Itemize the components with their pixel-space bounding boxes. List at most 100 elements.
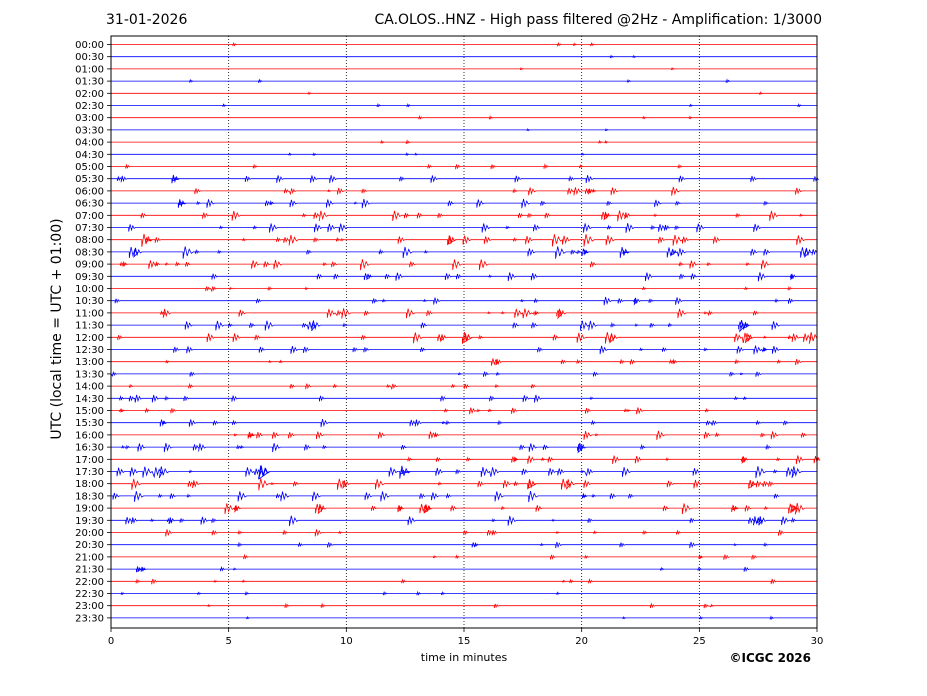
trace-0130: [111, 78, 817, 84]
y-tick-label-1100: 11:00: [75, 308, 104, 319]
trace-1230: [111, 345, 817, 355]
trace-0330: [111, 128, 817, 132]
trace-2100: [111, 553, 817, 561]
trace-1530: [111, 419, 817, 428]
trace-1730: [111, 465, 817, 480]
y-tick-label-0630: 06:30: [75, 199, 104, 210]
trace-0830: [111, 246, 818, 259]
trace-0100: [111, 66, 817, 71]
y-tick-label-1430: 14:30: [75, 394, 104, 405]
y-axis-label: UTC (local time = UTC + 01:00): [49, 218, 65, 440]
trace-0030: [111, 54, 817, 59]
trace-2030: [111, 541, 817, 549]
trace-0400: [111, 139, 817, 145]
y-tick-label-0730: 07:30: [75, 223, 104, 234]
trace-0700: [111, 210, 817, 222]
trace-0600: [111, 186, 817, 196]
trace-1030: [111, 296, 817, 306]
x-tick-label-30: 30: [811, 636, 824, 647]
x-tick-label-25: 25: [693, 636, 706, 647]
y-tick-label-1830: 18:30: [75, 491, 104, 502]
x-tick-label-5: 5: [225, 636, 231, 647]
y-tick-label-1230: 12:30: [75, 345, 104, 356]
y-tick-label-1330: 13:30: [75, 369, 104, 380]
trace-1300: [111, 358, 817, 366]
trace-0230: [111, 102, 817, 108]
header-date: 31-01-2026: [106, 12, 188, 28]
y-tick-label-2100: 21:00: [75, 552, 104, 563]
y-tick-label-1700: 17:00: [75, 455, 104, 466]
copyright-notice: ©ICGC 2026: [729, 651, 811, 665]
y-tick-label-0930: 09:30: [75, 272, 104, 283]
x-tick-label-15: 15: [458, 636, 471, 647]
trace-1900: [111, 503, 817, 515]
y-tick-label-0600: 06:00: [75, 186, 104, 197]
y-tick-label-0530: 05:30: [75, 174, 104, 185]
trace-1600: [111, 430, 817, 440]
x-axis-label: time in minutes: [420, 651, 508, 664]
y-tick-label-2000: 20:00: [75, 528, 104, 539]
trace-0530: [111, 174, 820, 184]
trace-0900: [111, 259, 817, 271]
trace-0200: [111, 91, 817, 95]
trace-1200: [111, 332, 818, 344]
trace-2230: [111, 590, 817, 596]
y-tick-label-1900: 19:00: [75, 504, 104, 515]
y-tick-label-0800: 08:00: [75, 235, 104, 246]
y-tick-label-2230: 22:30: [75, 589, 104, 600]
trace-2330: [111, 615, 817, 620]
y-tick-label-1730: 17:30: [75, 467, 104, 478]
trace-1130: [111, 320, 817, 333]
trace-1800: [111, 478, 817, 491]
y-tick-label-1600: 16:00: [75, 430, 104, 441]
y-tick-label-1800: 18:00: [75, 479, 104, 490]
trace-1000: [111, 285, 817, 293]
trace-layer: [110, 41, 821, 620]
y-tick-label-0030: 00:30: [75, 52, 104, 63]
x-tick-label-20: 20: [575, 636, 588, 647]
y-tick-label-1530: 15:30: [75, 418, 104, 429]
y-tick-label-0430: 04:30: [75, 150, 104, 161]
y-tick-label-0700: 07:00: [75, 211, 104, 222]
y-tick-label-1200: 12:00: [75, 333, 104, 344]
x-tick-label-0: 0: [108, 636, 114, 647]
y-tick-label-1030: 10:30: [75, 296, 104, 307]
trace-1430: [111, 394, 817, 403]
y-tick-label-0330: 03:30: [75, 125, 104, 136]
y-tick-label-1630: 16:30: [75, 443, 104, 454]
y-tick-label-1000: 10:00: [75, 284, 104, 295]
plot-frame: [110, 35, 818, 629]
y-tick-label-0200: 02:00: [75, 89, 104, 100]
trace-0800: [111, 233, 817, 247]
y-tick-label-1930: 19:30: [75, 516, 104, 527]
trace-1330: [110, 370, 817, 377]
trace-0630: [111, 198, 817, 209]
y-tick-label-2130: 21:30: [75, 565, 104, 576]
y-tick-label-0100: 01:00: [75, 64, 104, 75]
y-tick-label-0400: 04:00: [75, 138, 104, 149]
y-tick-label-2330: 23:30: [75, 613, 104, 624]
trace-1830: [111, 491, 817, 503]
chart-title: CA.OLOS..HNZ - High pass filtered @2Hz -…: [374, 12, 822, 28]
trace-0000: [111, 41, 817, 47]
trace-0430: [111, 152, 817, 157]
grid-layer: [228, 36, 700, 628]
y-tick-label-0230: 02:30: [75, 101, 104, 112]
y-tick-label-0130: 01:30: [75, 77, 104, 88]
y-tick-label-0000: 00:00: [75, 40, 104, 51]
trace-1700: [111, 455, 821, 465]
trace-2200: [111, 578, 817, 585]
y-tick-label-1400: 14:00: [75, 382, 104, 393]
trace-1930: [111, 515, 817, 527]
x-tick-label-10: 10: [340, 636, 353, 647]
y-tick-label-0300: 03:00: [75, 113, 104, 124]
y-tick-label-2300: 23:00: [75, 601, 104, 612]
trace-1500: [111, 407, 817, 415]
y-tick-label-1500: 15:00: [75, 406, 104, 417]
y-tick-label-0500: 05:00: [75, 162, 104, 173]
trace-1400: [111, 382, 817, 391]
trace-2300: [111, 602, 817, 609]
y-tick-label-0900: 09:00: [75, 260, 104, 271]
